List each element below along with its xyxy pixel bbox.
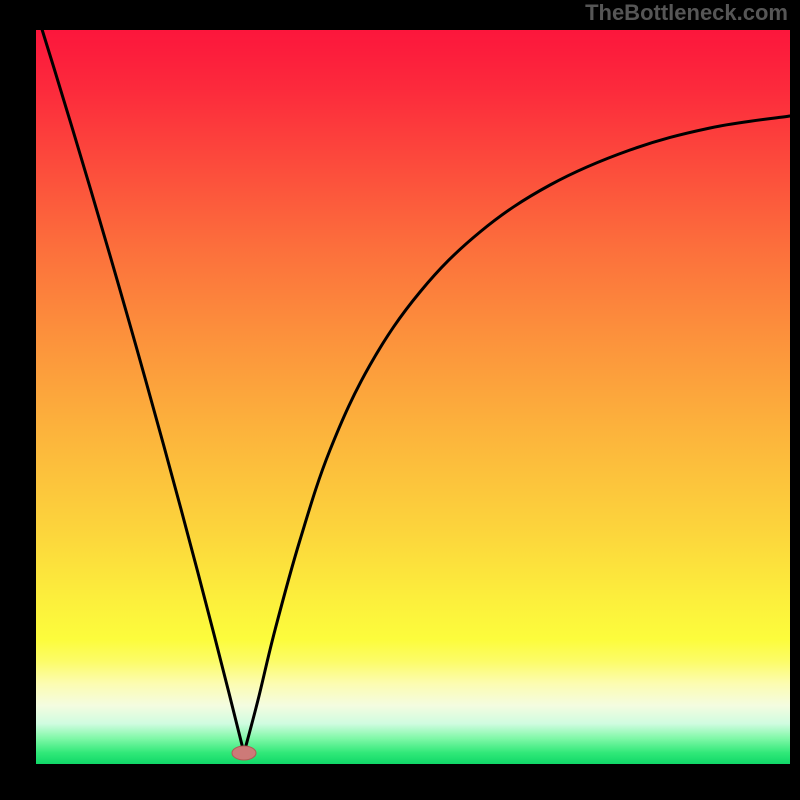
bottleneck-curve: [36, 10, 790, 753]
chart-frame: TheBottleneck.com: [0, 0, 800, 800]
plot-background: [36, 30, 790, 764]
watermark-text: TheBottleneck.com: [585, 0, 788, 26]
chart-svg: [0, 0, 800, 800]
vertex-marker: [232, 746, 256, 760]
